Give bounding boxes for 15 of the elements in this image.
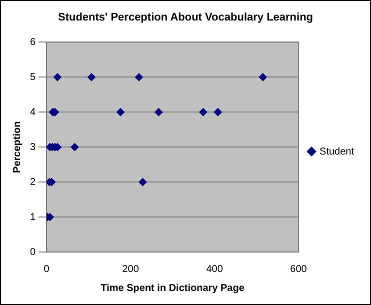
y-tick-label: 0 bbox=[30, 246, 36, 258]
y-tick-label: 6 bbox=[30, 36, 36, 48]
y-tick-label: 3 bbox=[30, 142, 36, 153]
x-tick-label: 200 bbox=[122, 264, 140, 275]
y-axis-title: Perception bbox=[12, 121, 23, 173]
chart-title: Students' Perception About Vocabulary Learning bbox=[58, 12, 314, 24]
y-tick-label: 4 bbox=[30, 106, 36, 118]
y-tick-label: 5 bbox=[30, 72, 36, 83]
x-tick-label: 400 bbox=[206, 264, 224, 275]
legend-label: Student bbox=[320, 146, 354, 158]
y-tick-label: 1 bbox=[30, 212, 36, 223]
y-tick-label: 2 bbox=[30, 176, 36, 188]
x-tick-label: 600 bbox=[290, 264, 308, 275]
x-tick-label: 0 bbox=[44, 264, 50, 275]
x-axis-title: Time Spent in Dictionary Page bbox=[100, 282, 245, 294]
